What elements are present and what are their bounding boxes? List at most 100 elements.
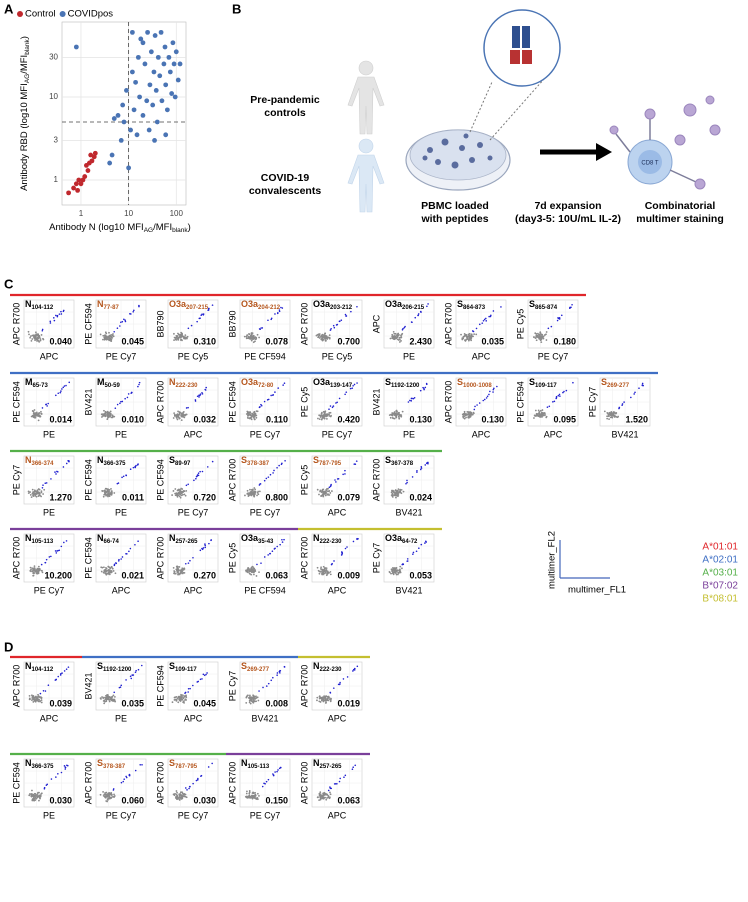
event-dot — [257, 793, 259, 795]
event-dot — [55, 679, 57, 681]
event-dot — [317, 796, 319, 798]
event-dot — [319, 418, 321, 420]
event-dot — [34, 571, 36, 573]
event-dot — [328, 572, 330, 574]
event-dot — [562, 392, 564, 394]
event-dot — [255, 417, 257, 419]
event-dot — [559, 317, 561, 319]
event-dot — [402, 563, 404, 565]
event-dot — [251, 492, 253, 494]
event-dot — [195, 399, 197, 401]
event-dot — [113, 794, 115, 796]
event-dot — [330, 699, 332, 701]
event-dot — [352, 768, 354, 770]
event-dot — [264, 401, 266, 403]
event-dot — [105, 573, 107, 575]
data-point — [107, 161, 112, 166]
flow-plot: O3a72-800.110PE Cy7PE CF594 — [226, 373, 298, 439]
event-dot — [274, 313, 276, 315]
event-dot — [409, 400, 411, 402]
epitope-range: 1192-1200 — [391, 383, 420, 389]
event-dot — [317, 418, 319, 420]
event-dot — [269, 553, 271, 555]
event-dot — [318, 335, 320, 337]
event-dot — [65, 385, 67, 387]
event-dot — [259, 490, 261, 492]
event-dot — [488, 394, 490, 396]
event-dot — [198, 394, 200, 396]
event-dot — [184, 493, 186, 495]
event-dot — [201, 392, 203, 394]
y-axis-label: BB790 — [227, 310, 237, 337]
event-dot — [421, 467, 423, 469]
event-dot — [191, 325, 193, 327]
y-tick-label: 30 — [49, 52, 58, 61]
percent-label: 0.019 — [337, 698, 360, 708]
epitope-protein: M — [97, 377, 105, 387]
event-dot — [390, 414, 392, 416]
event-dot — [203, 314, 205, 316]
y-axis-label: BV421 — [83, 388, 93, 415]
event-dot — [270, 474, 272, 476]
event-dot — [34, 339, 36, 341]
event-dot — [37, 415, 39, 417]
event-dot — [254, 493, 256, 495]
event-dot — [247, 490, 249, 492]
data-point — [136, 55, 141, 60]
event-dot — [139, 764, 141, 766]
event-dot — [31, 800, 33, 802]
event-dot — [34, 699, 36, 701]
event-dot — [604, 410, 606, 412]
epitope-range: 366-374 — [32, 461, 55, 467]
event-dot — [249, 570, 251, 572]
event-dot — [105, 492, 107, 494]
event-dot — [173, 333, 175, 335]
event-dot — [34, 415, 36, 417]
event-dot — [50, 556, 52, 558]
data-point — [173, 95, 178, 100]
event-dot — [188, 327, 190, 329]
event-dot — [176, 790, 178, 792]
flow-plot: S378-3870.060PE Cy7APC R700 — [82, 754, 154, 820]
data-point — [93, 151, 98, 156]
event-dot — [109, 701, 111, 703]
x-axis-label: PE Cy7 — [250, 507, 281, 517]
event-dot — [392, 336, 394, 338]
event-dot — [390, 338, 392, 340]
event-dot — [267, 319, 269, 321]
data-point — [159, 30, 164, 35]
event-dot — [536, 335, 538, 337]
event-dot — [342, 474, 344, 476]
epitope-range: 222-230 — [176, 383, 199, 389]
event-dot — [546, 339, 548, 341]
event-dot — [465, 340, 467, 342]
event-dot — [208, 543, 210, 545]
data-point — [75, 188, 80, 193]
x-axis-label: PE Cy7 — [106, 351, 137, 361]
event-dot — [200, 550, 202, 552]
event-dot — [280, 307, 282, 309]
event-dot — [262, 786, 264, 788]
event-dot — [393, 333, 395, 335]
event-dot — [401, 489, 403, 491]
event-dot — [248, 568, 250, 570]
subscript: AG — [24, 74, 31, 83]
event-dot — [325, 702, 327, 704]
event-dot — [558, 395, 560, 397]
event-dot — [352, 385, 354, 387]
event-dot — [327, 699, 329, 701]
event-dot — [496, 386, 498, 388]
event-dot — [408, 401, 410, 403]
event-dot — [179, 335, 181, 337]
event-dot — [174, 793, 176, 795]
flow-plot: N105-11310.200PE Cy7APC R700 — [10, 529, 82, 595]
epitope-protein: M — [25, 377, 33, 387]
epitope-range: 269-277 — [247, 667, 270, 673]
event-dot — [185, 787, 187, 789]
event-dot — [272, 472, 274, 474]
plot-area — [62, 22, 186, 205]
event-dot — [399, 491, 401, 493]
